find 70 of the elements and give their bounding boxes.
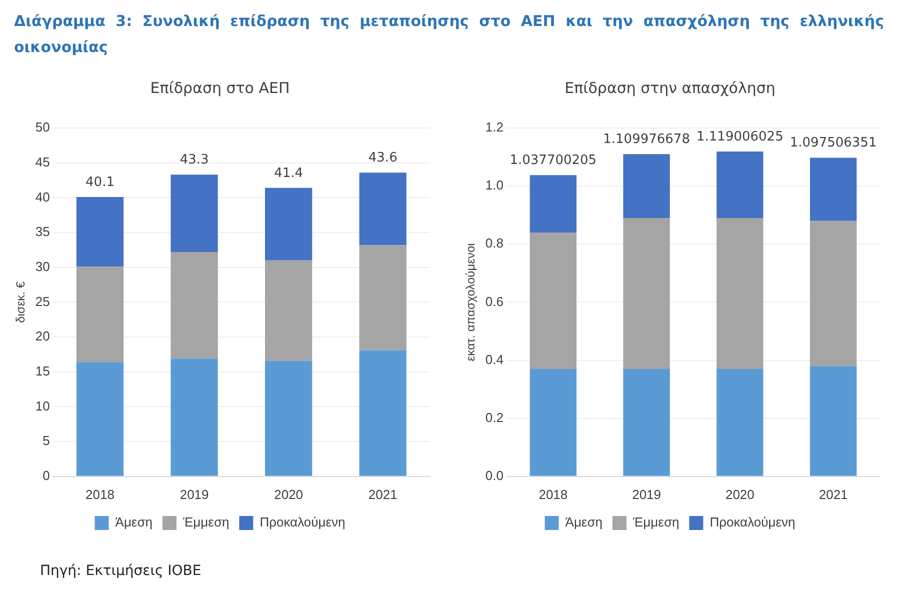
bar — [810, 220, 857, 366]
y-tick-label: 45 — [35, 154, 50, 170]
bar — [716, 218, 764, 369]
y-tick-label: 0.4 — [485, 352, 504, 367]
bar — [530, 368, 577, 476]
total-label: 1.109976678 — [603, 132, 690, 148]
y-tick-label: 0 — [42, 468, 50, 483]
bar — [810, 366, 857, 476]
bar — [76, 266, 124, 362]
bar — [170, 174, 218, 252]
y-tick-label: 0.6 — [485, 294, 504, 309]
total-label: 1.119006025 — [696, 129, 784, 144]
legend-label: Έμμεση — [632, 514, 680, 530]
y-tick-label: 20 — [35, 328, 50, 344]
total-label: 41.4 — [274, 166, 304, 181]
x-tick-label: 2019 — [632, 486, 662, 502]
y-tick-label: 1.0 — [485, 178, 504, 193]
total-label: 43.6 — [368, 150, 398, 166]
legend-label: Προκαλούμενη — [710, 514, 796, 530]
total-label: 1.097506351 — [790, 136, 877, 151]
x-tick-label: 2020 — [725, 486, 754, 502]
bar — [359, 350, 406, 476]
x-tick-label: 2018 — [538, 486, 568, 502]
x-tick-label: 2020 — [274, 486, 304, 502]
y-tick-label: 15 — [35, 363, 50, 378]
bar — [623, 368, 670, 476]
y-axis-title: εκατ. απασχολούμενοι — [464, 242, 478, 362]
bar — [170, 358, 218, 476]
y-tick-label: 50 — [35, 120, 50, 135]
bar — [265, 260, 312, 361]
bar — [265, 188, 312, 260]
bar — [530, 175, 577, 233]
y-axis-title: δισεκ. € — [14, 281, 28, 323]
y-tick-label: 35 — [35, 224, 50, 240]
x-tick-label: 2021 — [818, 486, 848, 502]
bar — [623, 154, 670, 218]
chart-title: Επίδραση στο ΑΕΠ — [150, 78, 290, 97]
bar — [716, 368, 764, 476]
legend-label: Έμμεση — [182, 514, 230, 530]
x-tick-label: 2021 — [368, 486, 398, 502]
x-tick-label: 2018 — [86, 486, 114, 502]
chart-title: Επίδραση στην απασχόληση — [564, 78, 776, 97]
y-tick-label: 25 — [35, 294, 50, 309]
bar — [265, 360, 312, 476]
y-tick-label: 0.8 — [485, 236, 504, 251]
total-label: 40.1 — [86, 174, 114, 190]
bar — [359, 245, 406, 350]
y-tick-label: 5 — [42, 433, 50, 448]
legend-label: Άμεση — [115, 514, 152, 530]
bar — [76, 362, 124, 476]
total-label: 43.3 — [180, 152, 209, 168]
bar — [623, 218, 670, 369]
y-tick-label: 0.2 — [485, 410, 504, 425]
legend-label: Προκαλούμενη — [260, 514, 346, 530]
bar — [810, 158, 857, 221]
y-tick-label: 0.0 — [485, 468, 504, 483]
bar — [170, 252, 218, 359]
total-label: 1.037700205 — [510, 152, 597, 168]
y-tick-label: 1.2 — [485, 120, 504, 135]
bar — [530, 232, 577, 369]
x-tick-label: 2019 — [180, 486, 209, 502]
bar — [76, 196, 124, 267]
y-tick-label: 10 — [35, 398, 50, 414]
bar — [359, 172, 406, 246]
text: Διάγραμμα 3: Συνολική επίδραση της μεταποίησης στο ΑΕΠ και την απασχόληση της ελληνικής οικονομίας — [14, 11, 884, 58]
y-tick-label: 30 — [35, 258, 50, 274]
text: Πηγή: Εκτιμήσεις IOBE — [40, 563, 202, 579]
y-tick-label: 40 — [35, 189, 50, 204]
legend-label: Άμεση — [565, 514, 602, 530]
bar — [716, 152, 764, 218]
